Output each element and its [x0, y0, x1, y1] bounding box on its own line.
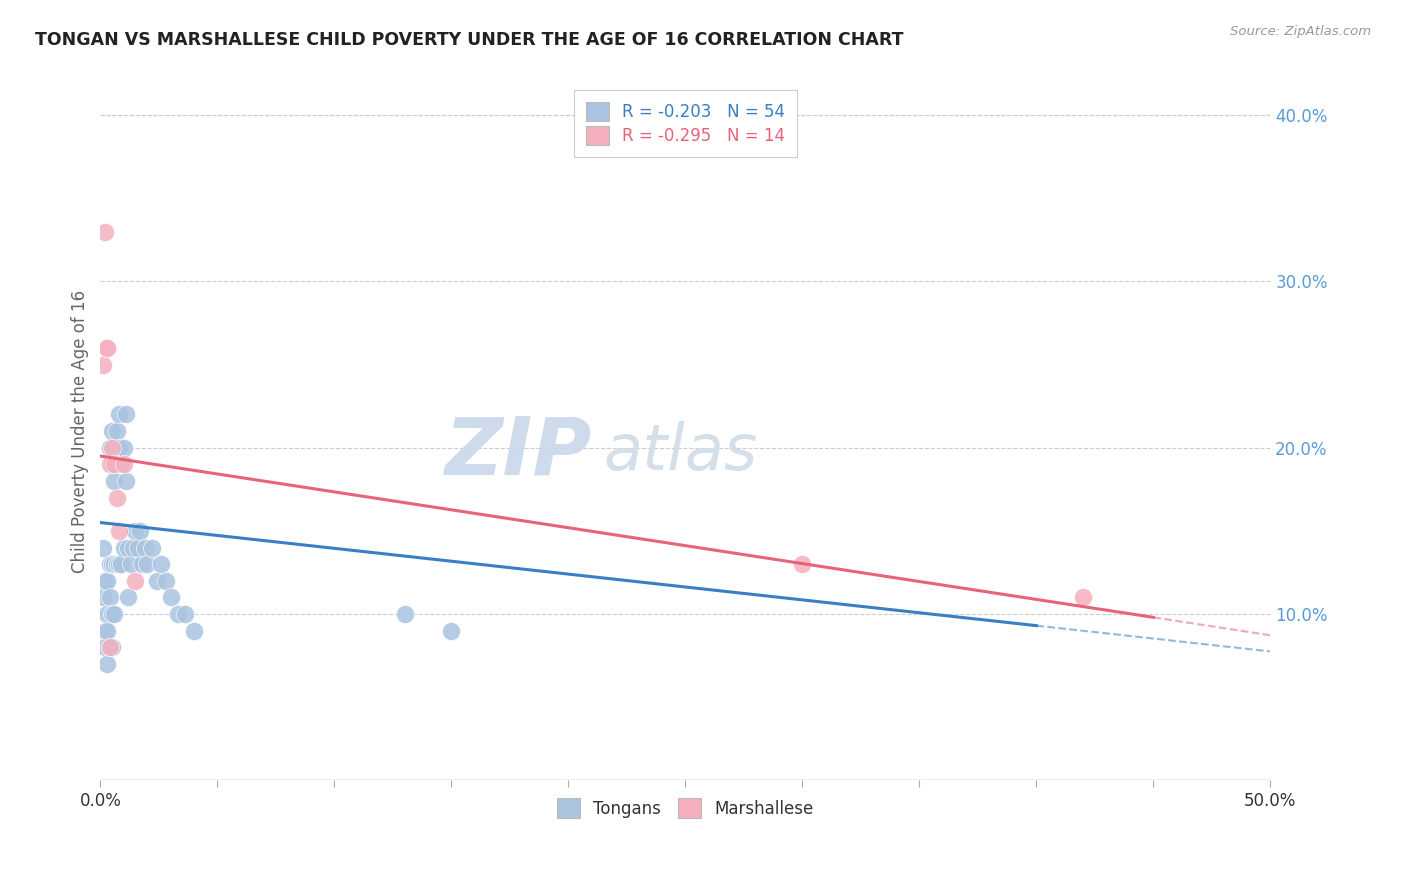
Point	[127, 541, 149, 555]
Point	[94, 225, 117, 239]
Point	[117, 591, 139, 605]
Point	[117, 541, 139, 555]
Point	[91, 591, 114, 605]
Point	[134, 541, 156, 555]
Point	[440, 624, 463, 638]
Point	[103, 458, 125, 472]
Point	[96, 341, 118, 355]
Text: TONGAN VS MARSHALLESE CHILD POVERTY UNDER THE AGE OF 16 CORRELATION CHART: TONGAN VS MARSHALLESE CHILD POVERTY UNDE…	[35, 31, 904, 49]
Point	[112, 458, 135, 472]
Point	[94, 624, 117, 638]
Point	[108, 524, 131, 538]
Point	[98, 441, 121, 455]
Y-axis label: Child Poverty Under the Age of 16: Child Poverty Under the Age of 16	[72, 290, 89, 573]
Point	[173, 607, 195, 621]
Point	[108, 441, 131, 455]
Point	[122, 541, 145, 555]
Point	[115, 408, 138, 422]
Point	[792, 557, 814, 571]
Point	[96, 657, 118, 671]
Point	[110, 458, 132, 472]
Point	[103, 557, 125, 571]
Text: ZIP: ZIP	[444, 413, 592, 491]
Point	[98, 640, 121, 655]
Text: atlas: atlas	[603, 421, 758, 483]
Point	[98, 591, 121, 605]
Point	[98, 557, 121, 571]
Point	[129, 524, 152, 538]
Point	[91, 358, 114, 372]
Legend: Tongans, Marshallese: Tongans, Marshallese	[550, 792, 821, 824]
Point	[103, 607, 125, 621]
Point	[394, 607, 416, 621]
Point	[1071, 591, 1094, 605]
Point	[145, 574, 167, 588]
Point	[105, 424, 128, 438]
Point	[96, 341, 118, 355]
Point	[91, 541, 114, 555]
Point	[124, 524, 146, 538]
Point	[101, 607, 124, 621]
Point	[96, 624, 118, 638]
Point	[101, 557, 124, 571]
Point	[101, 458, 124, 472]
Point	[98, 458, 121, 472]
Point	[108, 557, 131, 571]
Point	[159, 591, 181, 605]
Point	[96, 607, 118, 621]
Point	[110, 557, 132, 571]
Point	[103, 474, 125, 488]
Point	[101, 441, 124, 455]
Point	[112, 541, 135, 555]
Point	[96, 574, 118, 588]
Point	[150, 557, 173, 571]
Point	[105, 458, 128, 472]
Point	[112, 441, 135, 455]
Point	[141, 541, 163, 555]
Point	[105, 491, 128, 505]
Point	[183, 624, 205, 638]
Point	[98, 640, 121, 655]
Point	[124, 574, 146, 588]
Point	[108, 408, 131, 422]
Point	[155, 574, 177, 588]
Point	[105, 557, 128, 571]
Point	[120, 557, 142, 571]
Point	[103, 441, 125, 455]
Point	[136, 557, 159, 571]
Point	[101, 424, 124, 438]
Point	[131, 557, 153, 571]
Point	[166, 607, 188, 621]
Point	[94, 640, 117, 655]
Text: Source: ZipAtlas.com: Source: ZipAtlas.com	[1230, 25, 1371, 38]
Point	[101, 640, 124, 655]
Point	[115, 474, 138, 488]
Point	[94, 574, 117, 588]
